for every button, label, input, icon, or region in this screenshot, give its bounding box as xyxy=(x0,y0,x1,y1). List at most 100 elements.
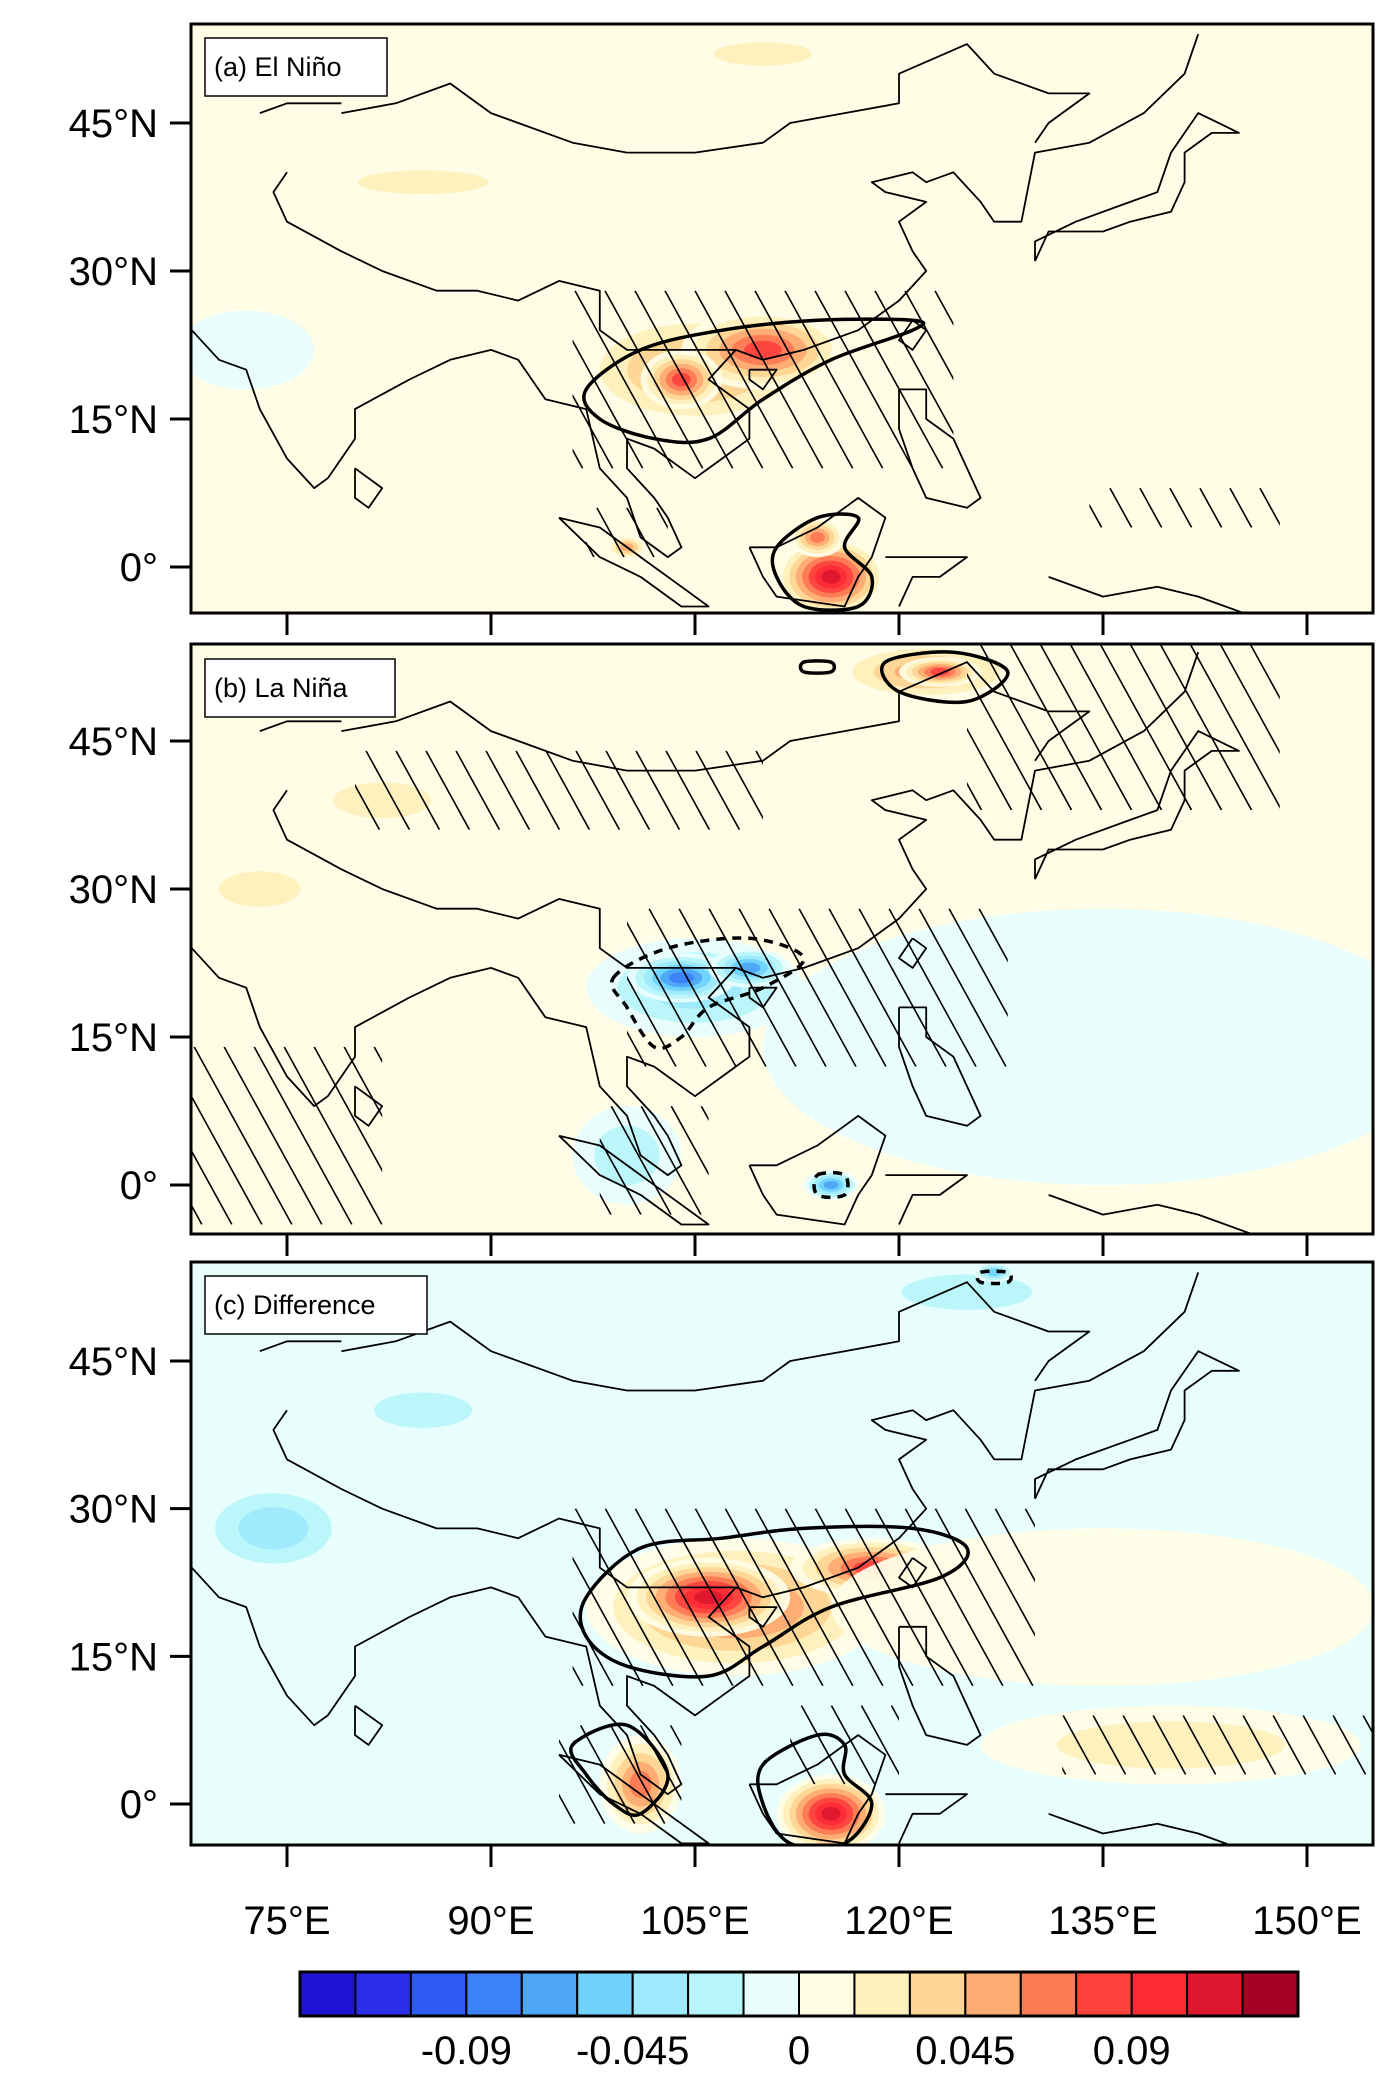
hatch-line xyxy=(725,750,763,820)
hatch-line xyxy=(1139,488,1163,528)
colorbar-bin xyxy=(520,1971,579,2017)
hatch-line xyxy=(656,507,668,530)
y-tick-label: 0° xyxy=(120,546,158,590)
hatch-line xyxy=(678,908,767,1067)
hatch-line xyxy=(1109,488,1133,528)
hatch-line xyxy=(800,1705,846,1785)
colorbar-bin xyxy=(465,1971,523,2017)
anomaly-cell xyxy=(831,1528,1373,1686)
anomaly-cell xyxy=(821,1806,841,1821)
y-tick-label: 45°N xyxy=(69,1340,158,1384)
hatch-line xyxy=(768,908,857,1067)
colorbar-bin xyxy=(354,1971,412,2017)
hatch-line xyxy=(572,1611,614,1686)
coastline xyxy=(1034,1350,1240,1500)
negative-contour xyxy=(975,1269,1013,1286)
panel-label-box: (a) El Niño xyxy=(204,37,388,97)
y-axis: 45°N 30°N 15°N 0° xyxy=(69,1340,191,1827)
hatch-line xyxy=(1062,1715,1097,1775)
panel-la-nina: (b) La Niña 45°N 30°N 15°N 0° xyxy=(69,642,1375,1256)
colorbar-bin xyxy=(742,1971,800,2017)
hatch-line xyxy=(1092,1715,1127,1775)
panel-frame xyxy=(189,1260,1375,1847)
hatch-line xyxy=(313,1046,383,1173)
x-axis-labels: 75°E 90°E 105°E 120°E 135°E 150°E xyxy=(243,1899,1361,1943)
colorbar-bin xyxy=(964,1971,1022,2017)
anomaly-cell xyxy=(594,1125,660,1185)
anomaly-cell xyxy=(218,871,301,907)
colorbar-bin xyxy=(1019,1971,1078,2017)
hatch-line xyxy=(599,1138,642,1215)
hatch-region xyxy=(627,908,1008,1067)
negative-contour xyxy=(812,1170,850,1200)
hatch-line xyxy=(283,1046,383,1225)
coastline xyxy=(898,1006,982,1127)
positive-contour xyxy=(578,1524,970,1679)
anomaly-field xyxy=(191,24,1373,613)
anomaly-cell xyxy=(694,1590,723,1605)
hatch-line xyxy=(784,1508,884,1686)
hatch-line xyxy=(1089,503,1103,528)
anomaly-cell xyxy=(821,569,841,584)
hatch-line xyxy=(191,1095,263,1225)
x-tick-label: 75°E xyxy=(243,1899,330,1943)
hatch-line xyxy=(967,727,1013,811)
hatch-line xyxy=(648,908,737,1067)
significance-contours xyxy=(582,317,926,612)
panel-label: (c) Difference xyxy=(214,1290,376,1320)
coastline xyxy=(748,1606,778,1628)
hatch-line xyxy=(193,1046,293,1225)
x-tick-label: 90°E xyxy=(447,1899,534,1943)
hatch-line xyxy=(640,1106,702,1215)
coastline xyxy=(259,720,342,732)
coastline xyxy=(885,1793,968,1844)
colorbar-bin xyxy=(576,1971,634,2017)
coastline xyxy=(191,33,1200,558)
colorbar-bin xyxy=(409,1971,468,2017)
hatch-line xyxy=(1229,488,1253,528)
colorbar-tick-label: 0.09 xyxy=(1093,2029,1171,2073)
anomaly-field xyxy=(191,644,1373,1234)
x-tick-label: 150°E xyxy=(1252,1899,1361,1943)
positive-contour xyxy=(880,650,1010,705)
coastline xyxy=(272,1409,736,1589)
positive-contour xyxy=(582,317,926,445)
hatch-line xyxy=(634,290,734,469)
hatch-line xyxy=(596,507,625,558)
hatch-line xyxy=(669,1725,682,1747)
coastline xyxy=(354,1704,384,1746)
significance-contours xyxy=(609,650,1010,1200)
coastline xyxy=(354,1085,384,1127)
hatch-line xyxy=(979,644,1073,811)
hatch-line xyxy=(455,750,501,830)
hatch-line xyxy=(695,750,741,830)
hatch-line xyxy=(724,290,824,469)
coastline xyxy=(748,986,778,1009)
y-axis: 45°N 30°N 15°N 0° xyxy=(69,720,191,1208)
coastline xyxy=(1048,1194,1256,1234)
colorbar-tick-label: 0.045 xyxy=(915,2029,1015,2073)
panel-label: (a) El Niño xyxy=(214,52,342,82)
hatch-line xyxy=(860,1705,900,1776)
hatch-region xyxy=(355,750,763,830)
hatch-line xyxy=(604,290,704,469)
hatch-line xyxy=(559,1793,576,1824)
coastline xyxy=(259,102,342,114)
colorbar: -0.09 -0.045 0 0.045 0.09 xyxy=(298,1970,1300,2073)
hatch-line xyxy=(1362,1715,1373,1735)
coastline xyxy=(898,388,982,509)
hatch-line xyxy=(670,1106,709,1176)
y-tick-label: 45°N xyxy=(69,720,158,764)
hatch-line xyxy=(1069,644,1163,811)
hatch-line xyxy=(1129,644,1223,811)
coastline xyxy=(272,171,736,351)
anomaly-cell xyxy=(374,1392,472,1428)
coastlines xyxy=(191,1272,1240,1845)
coastlines xyxy=(191,651,1256,1234)
hatch-line xyxy=(343,1046,383,1118)
hatch-line xyxy=(425,750,471,830)
hatch-line xyxy=(1159,644,1253,811)
panel-el-nino: (a) El Niño 45°N 30°N 15°N 0° xyxy=(69,22,1375,635)
y-tick-label: 15°N xyxy=(69,398,158,442)
hatch-line xyxy=(1009,644,1103,811)
